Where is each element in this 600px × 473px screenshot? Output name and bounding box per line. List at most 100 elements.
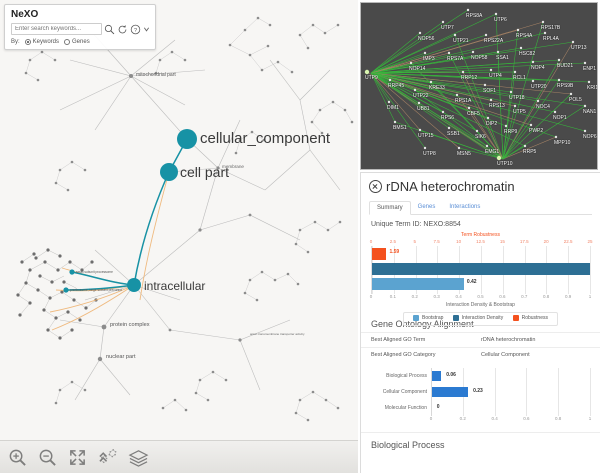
gene-node-label[interactable]: RPS8A bbox=[466, 13, 483, 19]
gc-label-biological-process: Biological Process bbox=[386, 373, 427, 379]
help-icon[interactable]: ? bbox=[130, 24, 141, 35]
gene-node-label[interactable]: DIM1 bbox=[387, 105, 399, 111]
svg-text:?: ? bbox=[134, 27, 137, 33]
gene-node-label[interactable]: HSC82 bbox=[519, 51, 536, 57]
search-icon[interactable] bbox=[104, 24, 115, 35]
search-input[interactable] bbox=[11, 23, 102, 35]
ontology-graph-svg bbox=[16, 16, 354, 422]
gene-node-label[interactable]: POL5 bbox=[569, 97, 582, 103]
reset-icon[interactable] bbox=[117, 24, 128, 35]
gene-node-label[interactable]: SSB1 bbox=[447, 131, 460, 137]
gene-node-label[interactable]: UTP9 bbox=[365, 75, 378, 81]
node-cellular-component[interactable] bbox=[177, 129, 197, 149]
legend-label-interaction-density: Interaction Density bbox=[461, 315, 504, 321]
gc-value-molecular-function: 0 bbox=[436, 404, 440, 410]
collapse-button[interactable] bbox=[98, 448, 117, 467]
gene-node-label[interactable]: ENP1 bbox=[583, 66, 597, 72]
radio-keywords[interactable] bbox=[24, 39, 31, 45]
zoom-out-button[interactable] bbox=[38, 448, 57, 467]
axis-tick: 0.8 bbox=[543, 294, 550, 299]
gene-node-label[interactable]: RPS7A bbox=[447, 56, 464, 62]
gene-node-label[interactable]: SIK6 bbox=[475, 134, 486, 140]
gene-node-label[interactable]: NOP1 bbox=[553, 115, 567, 121]
detail-tabs[interactable]: Summary Genes Interactions bbox=[369, 201, 592, 215]
gene-node-label[interactable]: UTP5 bbox=[513, 109, 526, 115]
gene-node-label[interactable]: RPS1A bbox=[455, 98, 472, 104]
gene-node-label[interactable]: NOP56 bbox=[418, 36, 435, 42]
view-toolbar[interactable] bbox=[0, 440, 358, 473]
gene-node-label[interactable]: RRP45 bbox=[388, 83, 405, 89]
gene-node-label[interactable]: UTP6 bbox=[494, 17, 507, 23]
highlight-edges-teal bbox=[65, 138, 188, 291]
gene-node-label[interactable]: NOC4 bbox=[536, 104, 550, 110]
gene-node-label[interactable]: RRP12 bbox=[461, 75, 478, 81]
gene-node-label[interactable]: RPS6 bbox=[441, 115, 455, 121]
robustness-top-axis: 0 2.5 5 7.5 10 12.5 15 17.5 20 22.5 25 bbox=[370, 239, 593, 246]
gene-node-label[interactable]: UTP15 bbox=[418, 133, 434, 139]
gc-bar-cellular-component[interactable] bbox=[432, 387, 469, 397]
gene-node-label[interactable]: RRP9 bbox=[504, 129, 518, 135]
gc-value-biological-process: 0.06 bbox=[446, 372, 456, 378]
gene-node-label[interactable]: SSA1 bbox=[496, 55, 509, 61]
gene-node-label[interactable]: DIP2 bbox=[486, 121, 498, 127]
layers-button[interactable] bbox=[128, 448, 149, 467]
gene-node-label[interactable]: MPP10 bbox=[554, 140, 571, 146]
gene-node-label[interactable]: KRE33 bbox=[429, 85, 445, 91]
gc-bar-biological-process[interactable] bbox=[432, 371, 442, 381]
ontology-network-canvas[interactable]: cellular_component cell part intracellul… bbox=[0, 0, 358, 473]
gene-node-label[interactable]: IMP3 bbox=[423, 56, 435, 62]
gene-interaction-network[interactable]: UTP9 RPS8A UTP6 UTP7 RPS17B NOP56 UTP21 RPS22A R… bbox=[360, 2, 598, 170]
term-details-panel[interactable]: rDNA heterochromatin Summary Genes Inter… bbox=[360, 172, 600, 473]
gene-node-label[interactable]: MSN5 bbox=[457, 151, 471, 157]
gene-node-label[interactable]: UTP21 bbox=[453, 38, 469, 44]
gene-node-label[interactable]: RPS4A bbox=[516, 33, 533, 39]
gene-node-label[interactable]: KRI1 bbox=[587, 85, 598, 91]
gene-node-label[interactable]: BUD21 bbox=[557, 63, 574, 69]
go-alignment-chart: Biological Process 0.06 Cellular Compone… bbox=[371, 368, 591, 430]
gene-node-label[interactable]: UTP18 bbox=[509, 95, 525, 101]
tab-interactions[interactable]: Interactions bbox=[449, 204, 481, 210]
gene-node-label[interactable]: NAN1 bbox=[583, 109, 597, 115]
tab-summary[interactable]: Summary bbox=[369, 201, 411, 215]
gene-node-label[interactable]: NOP14 bbox=[409, 66, 426, 72]
fit-to-window-button[interactable] bbox=[68, 448, 87, 467]
zoom-in-button[interactable] bbox=[8, 448, 27, 467]
search-panel[interactable]: NeXO ? By: Keywords Genes bbox=[4, 4, 156, 50]
radio-keywords-label: Keywords bbox=[32, 39, 60, 45]
gene-node-label[interactable]: UTP13 bbox=[571, 45, 587, 51]
node-cell-part[interactable] bbox=[160, 163, 178, 181]
gene-node-label[interactable]: NOP6 bbox=[583, 134, 597, 140]
gene-node-label[interactable]: RPS9B bbox=[557, 83, 574, 89]
gc-label-cellular-component: Cellular Component bbox=[382, 389, 427, 395]
gene-node-label[interactable]: UTP10 bbox=[497, 161, 513, 167]
gene-node-label[interactable]: UTP8 bbox=[423, 151, 436, 157]
close-icon[interactable] bbox=[369, 180, 382, 193]
gene-node-label[interactable]: SOF1 bbox=[483, 88, 497, 94]
gene-node-label[interactable]: UTP7 bbox=[441, 25, 454, 31]
node-intracellular[interactable] bbox=[127, 278, 141, 292]
tab-genes[interactable]: Genes bbox=[417, 204, 436, 210]
gene-node-label[interactable]: UTP4 bbox=[489, 73, 502, 79]
gene-node-label[interactable]: EMG1 bbox=[485, 149, 500, 155]
gridline bbox=[590, 368, 591, 416]
gene-node-label[interactable]: BMS1 bbox=[393, 125, 407, 131]
chevron-down-icon[interactable] bbox=[143, 25, 150, 34]
gene-node-label[interactable]: RPS22A bbox=[484, 38, 504, 44]
gene-node-label[interactable]: UTP22 bbox=[413, 93, 429, 99]
gene-node-label[interactable]: RCL1 bbox=[513, 75, 526, 81]
gene-node-label[interactable]: UTP20 bbox=[531, 84, 547, 90]
gene-node-label[interactable]: NOP4 bbox=[531, 65, 545, 71]
bar-bootstrap[interactable] bbox=[372, 278, 464, 290]
gene-node-label[interactable]: RPS17B bbox=[541, 25, 561, 31]
gene-node-label[interactable]: CBF5 bbox=[467, 111, 480, 117]
gene-node-label[interactable]: RPS13 bbox=[489, 103, 505, 109]
gene-node-label[interactable]: RRP5 bbox=[523, 149, 537, 155]
bar-robustness[interactable] bbox=[372, 248, 386, 260]
gene-node-label[interactable]: RPL4A bbox=[543, 36, 559, 42]
axis-tick: 0.1 bbox=[389, 294, 397, 299]
gene-node-label[interactable]: NOP58 bbox=[471, 55, 488, 61]
bar-interaction-density[interactable] bbox=[372, 263, 590, 275]
gene-node-label[interactable]: UB81 bbox=[417, 106, 430, 112]
gene-node-label[interactable]: PWP2 bbox=[529, 128, 544, 134]
radio-genes[interactable] bbox=[64, 39, 71, 45]
